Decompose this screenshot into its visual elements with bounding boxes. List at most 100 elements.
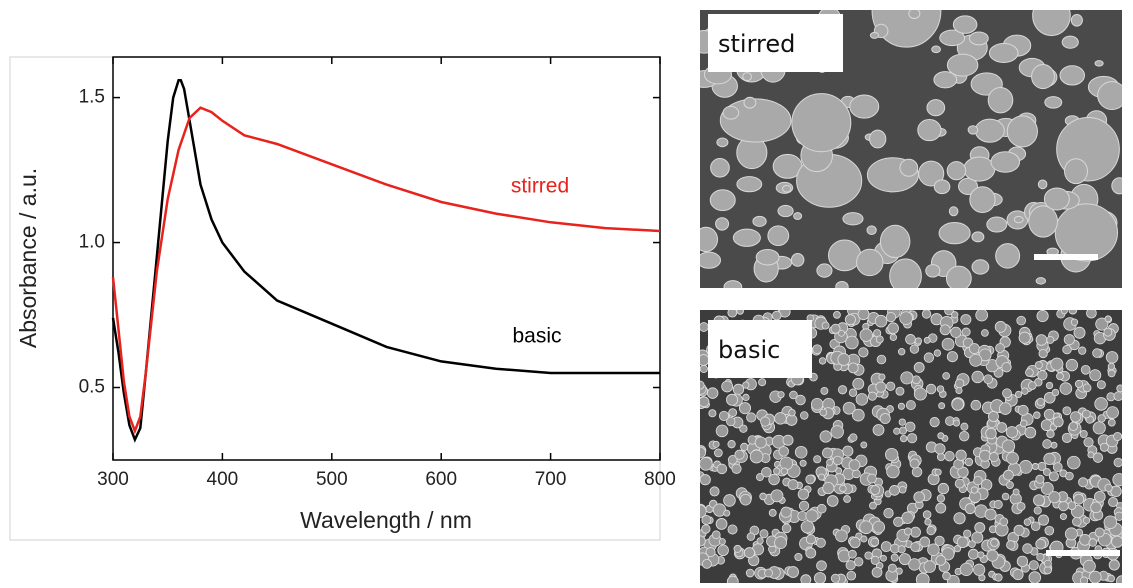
particle bbox=[860, 329, 873, 342]
particle bbox=[1033, 412, 1040, 419]
particle bbox=[1083, 517, 1089, 523]
particle bbox=[852, 470, 860, 478]
particle bbox=[1047, 336, 1054, 343]
particle bbox=[1051, 442, 1057, 448]
particle bbox=[795, 446, 807, 458]
particle bbox=[1108, 497, 1117, 506]
particle bbox=[1080, 577, 1087, 583]
particle bbox=[821, 387, 828, 394]
particle bbox=[1067, 456, 1080, 469]
particle bbox=[813, 345, 822, 354]
particle bbox=[800, 460, 806, 466]
particle bbox=[1065, 528, 1077, 540]
particle bbox=[858, 309, 869, 320]
series-label: basic bbox=[512, 325, 561, 348]
particle bbox=[935, 444, 945, 454]
particle bbox=[907, 433, 916, 442]
particle bbox=[1038, 515, 1048, 525]
particle bbox=[694, 505, 706, 517]
particle bbox=[1013, 569, 1023, 579]
particle bbox=[1006, 426, 1017, 437]
particle bbox=[849, 460, 860, 471]
particle bbox=[760, 493, 767, 500]
particle bbox=[811, 398, 823, 410]
particle bbox=[942, 338, 954, 350]
particle bbox=[853, 378, 864, 389]
particle bbox=[1117, 385, 1124, 392]
particle bbox=[814, 572, 825, 583]
particle bbox=[781, 507, 791, 517]
particle bbox=[871, 538, 879, 546]
particle bbox=[1098, 415, 1106, 423]
particle bbox=[719, 538, 725, 544]
particle bbox=[1095, 61, 1103, 66]
particle bbox=[927, 526, 935, 534]
particle bbox=[938, 433, 944, 439]
particle bbox=[848, 363, 858, 373]
particle bbox=[972, 232, 984, 242]
particle bbox=[943, 372, 950, 379]
particle bbox=[697, 252, 720, 268]
particle bbox=[910, 459, 919, 468]
particle bbox=[709, 410, 716, 417]
particle bbox=[778, 205, 793, 216]
x-tick-label: 300 bbox=[97, 469, 129, 490]
particle bbox=[946, 266, 971, 290]
particle bbox=[1014, 525, 1024, 535]
particle bbox=[1055, 204, 1117, 261]
particle bbox=[938, 483, 949, 494]
particle bbox=[1007, 116, 1037, 147]
particle bbox=[1022, 388, 1029, 395]
particle bbox=[724, 495, 736, 507]
particle bbox=[930, 417, 939, 426]
particle bbox=[740, 494, 751, 505]
particle bbox=[873, 521, 885, 533]
particle bbox=[1036, 475, 1044, 483]
particle bbox=[1112, 536, 1123, 547]
particle bbox=[695, 536, 705, 546]
particle bbox=[1113, 473, 1125, 485]
particle bbox=[898, 403, 904, 409]
x-axis-label: Wavelength / nm bbox=[300, 507, 472, 533]
particle bbox=[974, 476, 983, 485]
particle bbox=[888, 323, 899, 334]
particle bbox=[782, 524, 791, 533]
particle bbox=[877, 355, 886, 364]
particle bbox=[976, 309, 988, 321]
particle bbox=[880, 555, 886, 561]
particle bbox=[935, 469, 941, 475]
particle bbox=[1089, 539, 1097, 547]
particle bbox=[700, 475, 710, 485]
particle bbox=[746, 569, 754, 577]
particle bbox=[700, 458, 713, 471]
particle bbox=[954, 459, 964, 469]
particle bbox=[871, 556, 879, 564]
particle bbox=[1017, 556, 1027, 566]
particle bbox=[985, 509, 996, 520]
particle bbox=[1074, 494, 1084, 504]
particle bbox=[947, 351, 957, 361]
particle bbox=[884, 508, 894, 518]
particle bbox=[737, 308, 744, 315]
particle bbox=[1018, 405, 1028, 415]
particle bbox=[991, 152, 1020, 173]
particle bbox=[1104, 516, 1117, 529]
particle bbox=[965, 504, 975, 514]
particle bbox=[718, 545, 729, 556]
particle bbox=[794, 213, 802, 220]
particle bbox=[716, 218, 729, 230]
particle bbox=[795, 553, 802, 560]
series-label: stirred bbox=[511, 175, 569, 198]
particle bbox=[962, 328, 970, 336]
particle bbox=[1080, 430, 1087, 437]
particle bbox=[956, 387, 962, 393]
particle bbox=[924, 337, 930, 343]
particle bbox=[876, 382, 886, 392]
particle bbox=[1044, 560, 1051, 567]
particle bbox=[806, 535, 815, 544]
particle bbox=[1052, 389, 1059, 396]
particle bbox=[1046, 382, 1052, 388]
particle bbox=[845, 315, 855, 325]
particle bbox=[911, 542, 920, 551]
particle bbox=[911, 527, 921, 537]
